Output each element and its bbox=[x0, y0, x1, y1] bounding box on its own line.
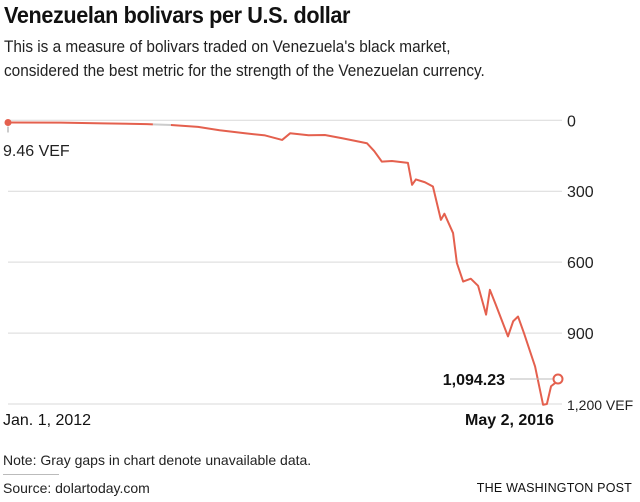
x-end-label: May 2, 2016 bbox=[465, 412, 554, 429]
source: Source: dolartoday.com bbox=[3, 480, 150, 496]
y-tick-label: 900 bbox=[567, 326, 594, 343]
y-tick-label: 300 bbox=[567, 184, 594, 201]
start-value-label: 9.46 VEF bbox=[3, 143, 70, 160]
subtitle-line-1: This is a measure of bolivars traded on … bbox=[4, 38, 451, 56]
x-start-label: Jan. 1, 2012 bbox=[3, 412, 92, 429]
y-tick-label: 0 bbox=[567, 113, 576, 130]
y-tick-label: 1,200 VEF bbox=[567, 397, 633, 413]
end-value-label: 1,094.23 bbox=[443, 372, 505, 389]
end-point bbox=[552, 373, 564, 385]
y-tick-label: 600 bbox=[567, 255, 594, 272]
chart-title: Venezuelan bolivars per U.S. dollar bbox=[4, 2, 351, 28]
subtitle-line-2: considered the best metric for the stren… bbox=[4, 62, 485, 80]
divider bbox=[3, 474, 59, 475]
credit: THE WASHINGTON POST bbox=[476, 481, 632, 495]
gap-segment bbox=[152, 123, 171, 127]
data-line bbox=[7, 121, 153, 126]
note: Note: Gray gaps in chart denote unavaila… bbox=[3, 452, 312, 468]
data-line bbox=[170, 124, 559, 406]
start-point bbox=[4, 119, 12, 127]
